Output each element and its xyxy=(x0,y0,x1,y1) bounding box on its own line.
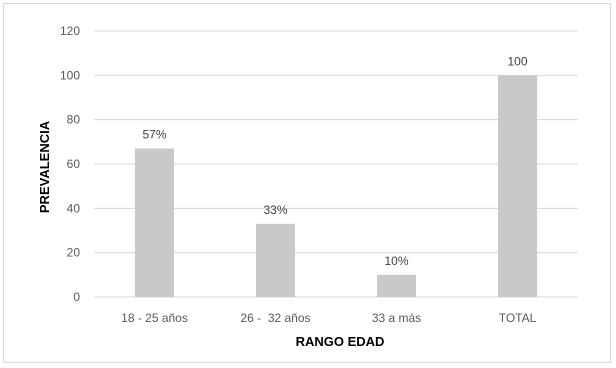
data-label: 57% xyxy=(142,127,166,141)
y-tick-label: 80 xyxy=(67,113,81,127)
data-label: 33% xyxy=(263,203,287,217)
bar xyxy=(498,75,537,297)
bar xyxy=(135,148,174,297)
x-axis-title: RANGO EDAD xyxy=(296,334,385,349)
bar xyxy=(256,223,295,297)
x-category-label: 26 - 32 años xyxy=(240,311,310,325)
y-tick-label: 20 xyxy=(67,246,81,260)
bar xyxy=(377,274,416,297)
x-category-label: 33 a más xyxy=(372,311,421,325)
data-labels: 57% 33% 10% 100 xyxy=(142,54,527,268)
y-tick-label: 120 xyxy=(60,24,80,38)
bars xyxy=(135,75,537,297)
y-tick-label: 40 xyxy=(67,201,81,215)
x-category-label: 18 - 25 años xyxy=(121,311,188,325)
y-axis-title: PREVALENCIA xyxy=(37,120,52,213)
x-axis-categories: 18 - 25 años 26 - 32 años 33 a más TOTAL xyxy=(121,311,536,325)
y-axis-ticks: 0 20 40 60 80 100 120 xyxy=(60,24,80,304)
data-label: 100 xyxy=(507,54,527,68)
data-label: 10% xyxy=(384,254,408,268)
gridlines xyxy=(94,30,578,298)
x-category-label: TOTAL xyxy=(499,311,537,325)
y-tick-label: 60 xyxy=(67,157,81,171)
y-tick-label: 0 xyxy=(73,290,80,304)
y-tick-label: 100 xyxy=(60,68,80,82)
